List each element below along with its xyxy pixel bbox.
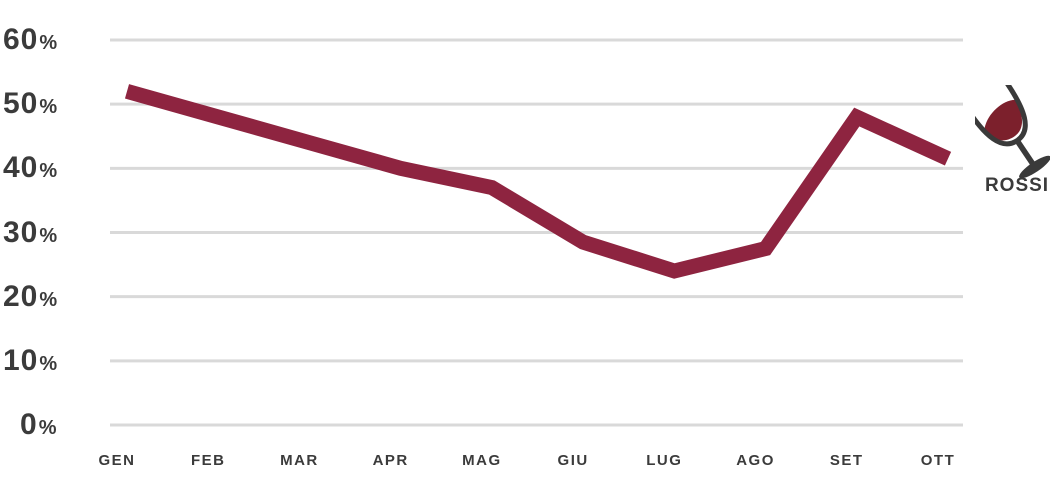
x-tick-label: LUG [646,452,683,469]
percent-sign: % [39,32,58,54]
series-legend-label: ROSSI [984,175,1050,196]
y-tick-label: 40% [3,148,57,188]
y-tick-label: 0% [3,405,56,445]
glass-stem [1014,139,1036,167]
gridlines [110,38,963,427]
y-tick-value: 10 [3,343,39,377]
x-tick-label: OTT [920,452,956,469]
x-tick-label: AGO [736,452,775,469]
y-tick-label: 60% [3,20,57,60]
y-tick-value: 20 [3,279,39,313]
x-tick-label: MAR [280,452,319,469]
percent-sign: % [39,96,58,119]
x-tick-label: APR [372,452,409,469]
percent-sign: % [39,352,58,375]
y-tick-value: 0 [20,408,38,441]
x-tick-label: MAG [462,452,502,469]
x-tick-label: GEN [98,452,136,469]
y-tick-value: 30 [3,215,39,249]
y-tick-value: 50 [3,87,39,121]
y-tick-label: 20% [3,277,57,317]
percent-sign: % [38,417,57,439]
y-tick-label: 30% [3,213,57,253]
y-tick-value: 40 [3,151,39,185]
percent-sign: % [39,288,58,311]
x-tick-label: FEB [190,452,226,469]
percent-sign: % [39,224,58,247]
wine-fill-shape [984,99,1022,141]
wine-glass-icon [975,85,1050,179]
series-legend: ROSSI [952,70,1050,210]
y-tick-label: 10% [3,341,57,381]
glass-foot [1019,155,1050,179]
y-tick-value: 60 [3,23,39,56]
x-tick-label: SET [829,452,864,469]
x-tick-label: GIU [557,452,589,469]
percent-sign: % [39,160,58,183]
y-tick-label: 50% [3,84,57,124]
series-line-rossi [124,84,952,279]
